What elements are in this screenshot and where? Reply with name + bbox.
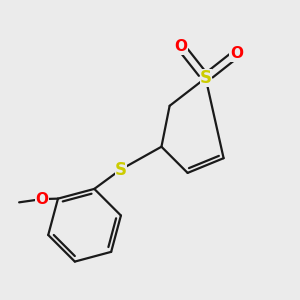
Text: O: O [230,46,243,61]
Text: O: O [175,39,188,54]
Text: O: O [35,192,49,207]
Text: S: S [115,160,127,178]
Text: S: S [200,69,211,87]
